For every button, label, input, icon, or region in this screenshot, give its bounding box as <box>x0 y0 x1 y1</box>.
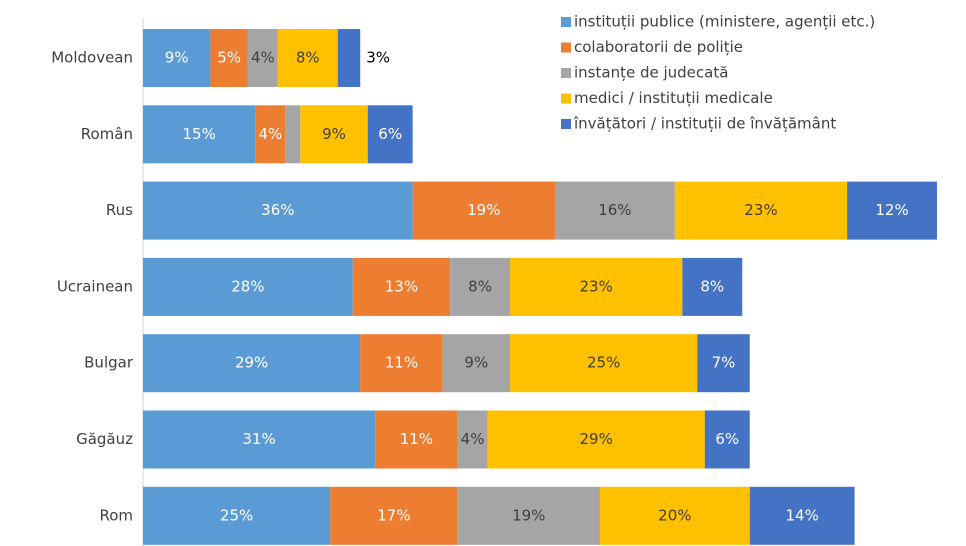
bar-segment <box>210 29 248 87</box>
data-label: 17% <box>377 506 410 524</box>
bar-segment <box>143 29 211 87</box>
data-label: 25% <box>220 506 253 524</box>
data-label: 6% <box>715 430 739 448</box>
data-label: 29% <box>580 430 613 448</box>
data-label: 15% <box>183 125 216 143</box>
bar-segment <box>300 105 368 164</box>
data-label: 9% <box>464 354 488 372</box>
bar-segment <box>143 410 376 469</box>
bar-segment <box>360 334 443 393</box>
legend-swatch <box>561 119 571 129</box>
category-label: Rom <box>99 506 133 524</box>
bar-segment <box>375 410 458 469</box>
data-label: 23% <box>744 201 777 219</box>
data-label: 19% <box>512 506 545 524</box>
bar-segment <box>450 257 511 316</box>
data-label: 29% <box>235 354 268 372</box>
data-label: 3% <box>366 49 390 67</box>
legend-swatch <box>561 93 571 104</box>
data-label: 4% <box>251 49 275 67</box>
data-label: 19% <box>467 201 500 219</box>
data-label: 14% <box>785 506 818 524</box>
bar-segment <box>457 410 488 469</box>
data-label: 11% <box>385 354 418 372</box>
bar-segment <box>674 181 848 240</box>
data-label: 9% <box>165 49 189 67</box>
bar-segment <box>143 105 256 164</box>
data-label: 12% <box>875 201 908 219</box>
bar-segment <box>487 410 705 469</box>
bar-segment <box>143 334 361 393</box>
bar-segment <box>412 181 555 240</box>
legend-label: medici / instituții medicale <box>574 89 773 107</box>
bar-segment <box>442 334 511 393</box>
data-label: 6% <box>378 125 402 143</box>
bar-segment <box>143 181 413 240</box>
bar-segment <box>457 486 600 545</box>
category-label: Rus <box>106 201 133 219</box>
category-label: Moldovean <box>51 49 133 67</box>
category-label: Ucrainean <box>57 277 133 295</box>
data-label: 16% <box>598 201 631 219</box>
data-label: 31% <box>242 430 275 448</box>
category-label: Român <box>81 125 133 143</box>
legend-label: instituții publice (ministere, agenții e… <box>574 13 875 31</box>
bar-segment <box>697 334 750 393</box>
data-label: 23% <box>580 277 613 295</box>
legend-swatch <box>561 42 571 53</box>
legend-label: colaboratorii de poliție <box>574 38 743 56</box>
bar-segment <box>510 257 683 316</box>
data-label: 25% <box>587 354 620 372</box>
data-label: 11% <box>400 430 433 448</box>
category-label: Găgăuz <box>76 430 133 448</box>
bar-segment <box>143 486 331 545</box>
legend-swatch <box>561 17 571 27</box>
data-label: 13% <box>385 277 418 295</box>
bar-segment <box>143 257 353 316</box>
bar-segment <box>285 105 301 164</box>
data-label: 7% <box>712 354 736 372</box>
data-label: 8% <box>468 277 492 295</box>
data-label: 8% <box>700 277 724 295</box>
bar-segment <box>510 334 698 393</box>
data-label: 4% <box>258 125 282 143</box>
bar-segment <box>847 181 937 240</box>
bar-segment <box>247 29 278 87</box>
bar-segment <box>367 105 413 164</box>
bar-segment <box>277 29 338 87</box>
bar-segment <box>352 257 451 316</box>
data-label: 28% <box>231 277 264 295</box>
bar-segment <box>599 486 750 545</box>
bar-segment <box>337 29 361 87</box>
legend-swatch <box>561 68 571 78</box>
bar-segment <box>749 486 855 545</box>
bar-segment <box>704 410 750 469</box>
bar-segment <box>255 105 286 164</box>
data-label: 4% <box>461 430 485 448</box>
bar-segment <box>330 486 458 545</box>
data-label: 36% <box>261 201 294 219</box>
legend-label: învățători / instituții de învățământ <box>573 115 836 133</box>
bar-segment <box>682 257 743 316</box>
category-label: Bulgar <box>84 354 134 372</box>
data-label: 20% <box>658 506 691 524</box>
legend-label: instanțe de judecată <box>574 64 728 82</box>
bar-segment <box>554 181 675 240</box>
data-label: 8% <box>296 49 320 67</box>
data-label: 9% <box>322 125 346 143</box>
data-label: 5% <box>217 49 241 67</box>
